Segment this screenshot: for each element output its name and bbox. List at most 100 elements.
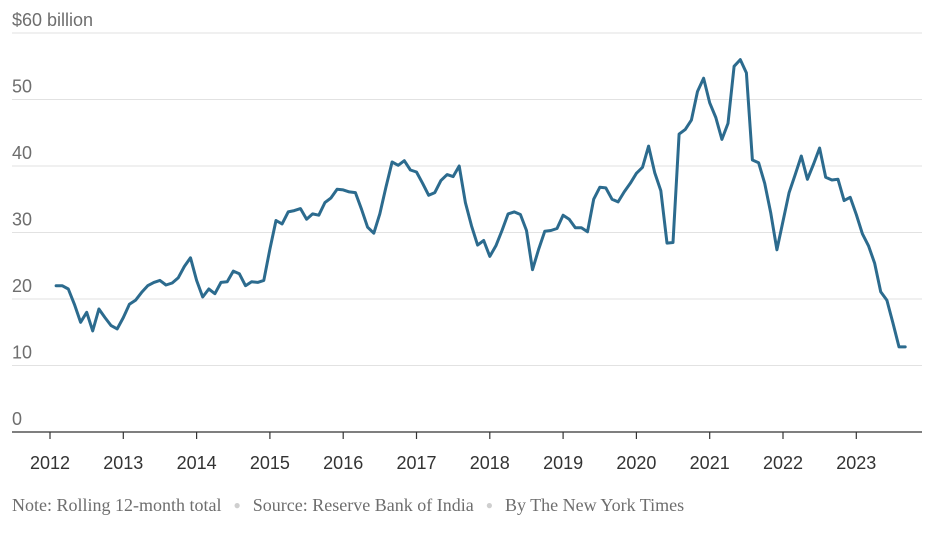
data-point [122,316,125,319]
data-point [427,194,430,197]
data-point [391,161,394,164]
data-point [672,241,675,244]
data-point [67,288,70,291]
data-point [366,226,369,229]
data-point [617,200,620,203]
data-point [183,265,186,268]
data-point [549,229,552,232]
data-point [513,210,516,213]
data-point [452,175,455,178]
data-point [220,281,223,284]
data-point [403,159,406,162]
y-tick-label: 0 [12,409,22,429]
data-point [623,190,626,193]
data-point [611,198,614,201]
data-point [818,147,821,150]
data-point [580,226,583,229]
data-point [421,182,424,185]
data-point [360,208,363,211]
data-point [305,218,308,221]
data-point [507,212,510,215]
data-point [134,299,137,302]
data-point [488,255,491,258]
x-tick-label: 2014 [177,453,217,473]
y-tick-label: 50 [12,77,32,97]
data-point [140,291,143,294]
data-point [788,191,791,194]
data-point [598,186,601,189]
x-tick-label: 2022 [763,453,803,473]
data-point [311,212,314,215]
y-tick-label: $60 billion [12,10,93,30]
x-tick-label: 2012 [30,453,70,473]
data-point [678,133,681,136]
y-axis: 0 10 20 30 40 50 $60 billion [12,10,93,429]
x-tick-label: 2021 [690,453,730,473]
data-point [482,239,485,242]
data-point [409,169,412,172]
data-point [79,321,82,324]
data-point [85,311,88,314]
data-point [73,303,76,306]
data-point [104,316,107,319]
separator-dot: ● [485,498,493,512]
data-point [861,232,864,235]
data-point [604,186,607,189]
data-point [250,280,253,283]
data-point [647,145,650,148]
data-point [769,212,772,215]
data-point [653,171,656,174]
data-point [775,248,778,251]
data-point [317,214,320,217]
chart-footer: Note: Rolling 12-month total ● Source: Res… [12,495,684,516]
data-point [476,244,479,247]
footer-note: Note: Rolling 12-month total [12,495,222,515]
data-point [439,179,442,182]
data-point [501,229,504,232]
data-point [213,292,216,295]
data-point [378,212,381,215]
data-point [281,222,284,225]
data-point [708,101,711,104]
data-point [470,224,473,227]
data-point [659,189,662,192]
data-point [116,327,119,330]
data-point [800,155,803,158]
data-point [244,284,247,287]
data-point [898,345,901,348]
data-point [397,164,400,167]
x-tick-label: 2018 [470,453,510,473]
data-point [556,227,559,230]
x-tick-label: 2016 [323,453,363,473]
x-tick-label: 2015 [250,453,290,473]
series-line [54,58,907,349]
data-point [525,229,528,232]
data-point [635,172,638,175]
x-tick-label: 2019 [543,453,583,473]
data-point [904,345,907,348]
data-point [268,248,271,251]
data-point [867,244,870,247]
data-point [782,220,785,223]
data-point [696,90,699,93]
data-point [629,182,632,185]
data-point [433,191,436,194]
data-point [824,176,827,179]
data-point [189,256,192,259]
data-point [592,198,595,201]
data-point [690,119,693,122]
x-tick-label: 2017 [396,453,436,473]
data-point [464,201,467,204]
x-tick-label: 2013 [103,453,143,473]
x-tick-label: 2023 [836,453,876,473]
data-point [342,188,345,191]
data-point [372,232,375,235]
data-point [110,324,113,327]
data-point [256,281,259,284]
data-point [293,209,296,212]
data-point [384,186,387,189]
data-point [574,226,577,229]
data-point [262,279,265,282]
y-tick-label: 30 [12,210,32,230]
